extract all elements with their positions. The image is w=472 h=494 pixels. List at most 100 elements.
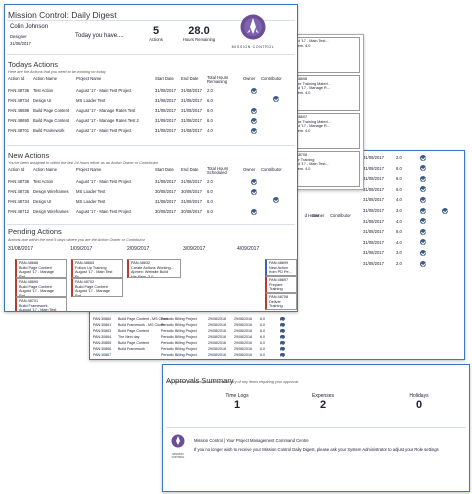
pending-action-card[interactable]: PAN:48688 Build Page Content August '17 - … [15,259,67,278]
table-cell: PAN:48701 [8,128,30,133]
table-cell: August '17 - Main Test Project [76,209,132,214]
footer-logo: MISSION CONTROL [168,434,188,460]
table-cell: 31/08/2017 [181,128,202,133]
mid-date: 31/08/2017 [363,165,384,171]
table-header: Total Hours Scheduled [207,166,229,176]
table-cell: August '17 - Manage Rates Test [76,108,136,113]
pending-date: 3/09/2017 [183,246,206,252]
mid-bottom-cell: PAN:30866 [93,347,112,351]
mid-date: 31/08/2017 [363,218,384,224]
table-header: Action Id [8,76,25,81]
pending-action-card[interactable]: PAN:48701 Build Framework August '17 - Mai… [15,297,67,312]
table-cell: PAN:48690 [8,118,30,123]
pending-action-card[interactable]: PAN:48632 Create Actions Working... Apmex:… [127,259,181,278]
approvals-panel: Approvals Summary This section provides … [162,364,470,492]
mid-date: 31/08/2017 [363,208,384,213]
check-icon [251,107,257,114]
mid-hours: 2.0 [396,155,402,160]
card-id: PAN:48632 [131,261,151,265]
mid-bottom-cell: 29/08/2016 [208,317,226,321]
card-id: PAN:48701 [19,299,39,303]
card-id: PAN:48688 [19,261,39,265]
time-logs-count: Time Logs 1 [217,393,257,411]
table-cell: MS Loader Test [76,199,106,204]
table-cell: Build Page Content [33,108,70,113]
check-icon [280,316,285,321]
mid-bottom-cell: 29/08/2016 [234,347,252,351]
pending-action-card[interactable]: PAN:48690 Build Page Content August '17 - … [15,278,67,297]
digest-title: Mission Control: Daily Digest [8,10,117,20]
card-hrs: Hrs Rem. 4.0 [288,166,311,171]
table-cell: 31/08/2017 [181,118,202,123]
mid-date: 31/08/2017 [363,261,384,266]
logo-text: MISSION CONTROL [231,45,275,49]
mid-bottom-cell: Periodic Billing Project [161,353,197,357]
mid-date: 31/08/2017 [363,186,384,192]
mid-contrib-header: Contributor [330,213,351,218]
table-header: Start Date [155,76,174,81]
table-cell: Design UI [33,199,52,204]
table-cell: 31/08/2017 [181,98,202,103]
mid-hours: 3.0 [396,250,402,256]
card-project: Apmex: Website Build [269,275,294,276]
mid-bottom-cell: 6.0 [260,335,265,339]
table-cell: 6.0 [207,189,213,194]
pending-action-card[interactable]: PAN:48683 Follow Up Training August '17 - … [71,259,123,278]
expenses-label: Expenses [312,393,334,399]
card-name: Deliver Training [288,157,315,162]
check-icon [280,346,285,351]
actions-label: Actions [149,37,163,42]
mid-hours: 3.0 [396,208,402,213]
mid-bottom-cell: 29/08/2016 [234,353,252,357]
mid-bottom-cell: 6.0 [260,341,265,345]
todays-actions-subtitle: Here are the Actions that you need to be… [8,70,106,74]
user-role: Designer [10,34,27,39]
footer-logo-text: MISSION CONTROL [171,453,185,459]
table-cell: Design Wireframes [33,189,69,194]
mid-bottom-cell: Build Page Content [118,341,149,345]
pending-date: 1/09/2017 [70,246,93,252]
table-header: Contributor [261,167,282,172]
table-cell: Test Action [33,179,54,184]
table-cell: 31/08/2017 [155,108,176,113]
table-header: Action Name [33,76,57,81]
card-name: Build Framework [19,303,48,308]
card-project: August '17 - Manage Rat... [19,270,54,278]
table-header: Owner [243,167,256,172]
time-logs-label: Time Logs [225,393,249,399]
card-name: Prepare Training Materi... [288,81,331,86]
hours-label: Hours Remaining [182,37,216,42]
card-project: August '17 - Manage Rat... [75,289,110,297]
digest-date: 31/08/2017 [10,41,31,46]
mid-bottom-cell: 29/08/2016 [208,353,226,357]
pending-action-card[interactable]: PAN:48702 Build Page Content August '17 - … [71,278,123,297]
card-project: August '17 - Main Test Pr... [19,308,57,312]
mid-hours-header: d Hours [294,213,330,218]
table-header: Project Name [76,167,102,172]
card-project: August '17 - Main Test Pr... [75,270,113,278]
mid-hours: 6.0 [396,165,402,171]
mid-date: 31/08/2017 [363,155,384,160]
card-name: Build Page Content [75,284,108,289]
mid-bottom-cell: 29/08/2016 [208,347,226,351]
card-name: Build Page Content [19,284,52,289]
mid-bottom-cell: PAN:30865 [93,341,112,345]
table-cell: PAN:48689 [8,108,30,113]
check-icon [280,352,285,357]
check-icon [420,154,426,161]
mid-bottom-cell: 29/08/2016 [234,341,252,345]
new-actions-table: Action Id Action Name Project Name Start Da… [5,166,297,227]
table-cell: MS Loader Test [76,189,106,194]
mid-hours-header-text: d Hours [304,213,320,218]
card-name: Deliver Training [269,299,283,309]
table-cell: Design Wireframes [33,209,69,214]
table-cell: 31/08/2017 [155,199,176,204]
approvals-counts: Time Logs 1 Expenses 2 Holidays 0 [163,393,469,423]
check-icon [420,239,426,246]
mid-bottom-cell: 6.0 [260,353,265,357]
table-cell: PAN:48734 [8,98,30,103]
table-header: End Date [181,167,199,172]
